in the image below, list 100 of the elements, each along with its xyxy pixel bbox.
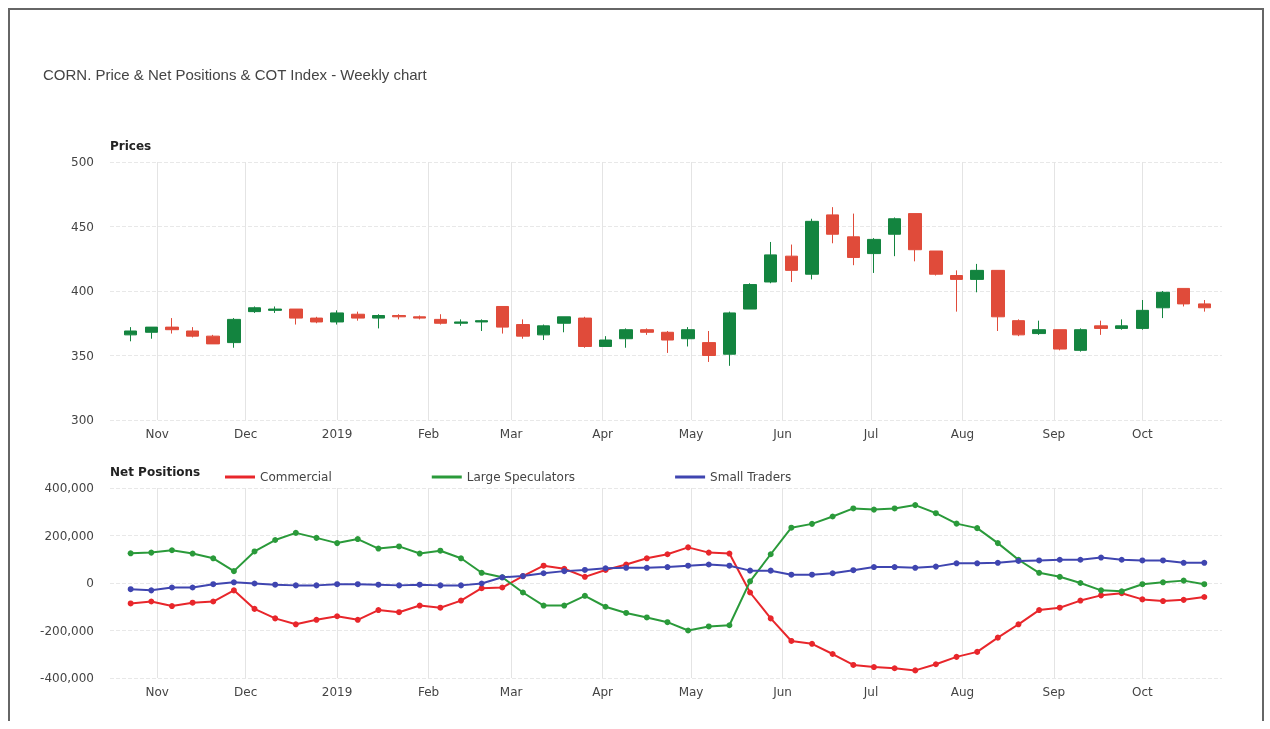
- candlestick: [764, 241, 777, 284]
- candlestick: [351, 311, 365, 322]
- candlestick: [950, 269, 963, 313]
- candlestick: [330, 309, 344, 326]
- point: [705, 561, 712, 568]
- x-tick-label: May: [678, 427, 704, 441]
- point: [809, 640, 816, 647]
- y-tick-label: 200,000: [44, 528, 94, 543]
- point: [581, 566, 588, 573]
- point: [912, 564, 919, 571]
- candlestick: [1074, 327, 1087, 353]
- candlestick: [619, 327, 633, 349]
- point: [932, 563, 939, 570]
- point: [334, 581, 341, 588]
- point: [974, 525, 981, 532]
- candlestick: [847, 213, 860, 266]
- candlestick: [124, 326, 137, 342]
- point: [891, 564, 898, 571]
- point: [747, 567, 754, 574]
- point: [994, 559, 1001, 566]
- legend-label: Small Traders: [710, 470, 792, 484]
- point: [230, 579, 237, 586]
- x-tick-label: Jun: [772, 685, 792, 699]
- candlestick: [1012, 318, 1025, 337]
- point: [912, 502, 919, 509]
- candlestick: [145, 326, 158, 340]
- x-tick-label: 2019: [321, 427, 353, 441]
- candlestick: [165, 317, 179, 335]
- point: [396, 543, 403, 550]
- candlestick: [537, 324, 550, 341]
- point: [1160, 557, 1167, 564]
- point: [148, 549, 155, 556]
- candlestick: [1094, 320, 1108, 336]
- point: [1139, 557, 1146, 564]
- x-tick-label: Nov: [145, 427, 169, 441]
- point: [540, 562, 547, 569]
- candlestick: [723, 311, 736, 367]
- point: [334, 613, 341, 620]
- point: [1098, 592, 1105, 599]
- point: [148, 587, 155, 594]
- point: [602, 603, 609, 610]
- point: [1160, 579, 1167, 586]
- legend-label: Commercial: [260, 470, 332, 484]
- point: [375, 581, 382, 588]
- point: [272, 537, 279, 544]
- x-tick-label: Mar: [499, 685, 523, 699]
- candlestick: [578, 316, 592, 349]
- point: [1036, 557, 1043, 564]
- point: [953, 560, 960, 567]
- point: [313, 616, 320, 623]
- point: [375, 545, 382, 552]
- point: [189, 599, 196, 606]
- point: [664, 619, 671, 626]
- point: [1036, 569, 1043, 576]
- candlestick: [640, 327, 654, 336]
- y-axis-title: Prices: [110, 139, 152, 153]
- point: [168, 603, 175, 610]
- point: [685, 544, 692, 551]
- point: [1180, 596, 1187, 603]
- point: [1118, 556, 1125, 563]
- y-tick-label: -400,000: [40, 671, 94, 685]
- candlestick: [310, 316, 323, 324]
- x-tick-label: Dec: [234, 685, 258, 699]
- point: [458, 555, 464, 562]
- point: [829, 570, 836, 577]
- x-tick-label: Mar: [499, 427, 523, 441]
- point: [705, 623, 712, 630]
- point: [809, 520, 816, 527]
- point: [726, 562, 733, 569]
- x-tick-label: Jul: [862, 685, 879, 699]
- x-tick-label: Feb: [417, 685, 440, 699]
- point: [788, 637, 795, 644]
- x-tick-label: May: [678, 685, 704, 699]
- x-tick-label: Apr: [592, 427, 614, 441]
- candlestick: [681, 326, 695, 347]
- y-tick-label: 400: [71, 284, 94, 298]
- y-tick-label: -200,000: [40, 623, 94, 638]
- x-tick-label: Feb: [417, 427, 440, 441]
- point: [581, 592, 588, 599]
- point: [499, 584, 506, 591]
- y-axis-title: Net Positions: [110, 465, 201, 479]
- point: [292, 582, 299, 589]
- candlestick: [289, 308, 303, 326]
- point: [1201, 594, 1208, 601]
- x-tick-label: Sep: [1042, 685, 1066, 699]
- point: [272, 581, 279, 588]
- candlestick: [888, 216, 901, 257]
- point: [396, 609, 403, 616]
- candlestick: [1053, 329, 1067, 351]
- y-tick-label: 450: [71, 219, 94, 234]
- point: [416, 581, 423, 588]
- point: [396, 582, 403, 589]
- point: [767, 567, 774, 574]
- point: [747, 578, 754, 585]
- point: [581, 573, 588, 580]
- point: [705, 549, 712, 556]
- point: [974, 648, 981, 655]
- candlestick: [661, 330, 674, 354]
- point: [870, 564, 877, 571]
- chart-title: CORN. Price & Net Positions & COT Index - Weekly chart: [43, 66, 428, 83]
